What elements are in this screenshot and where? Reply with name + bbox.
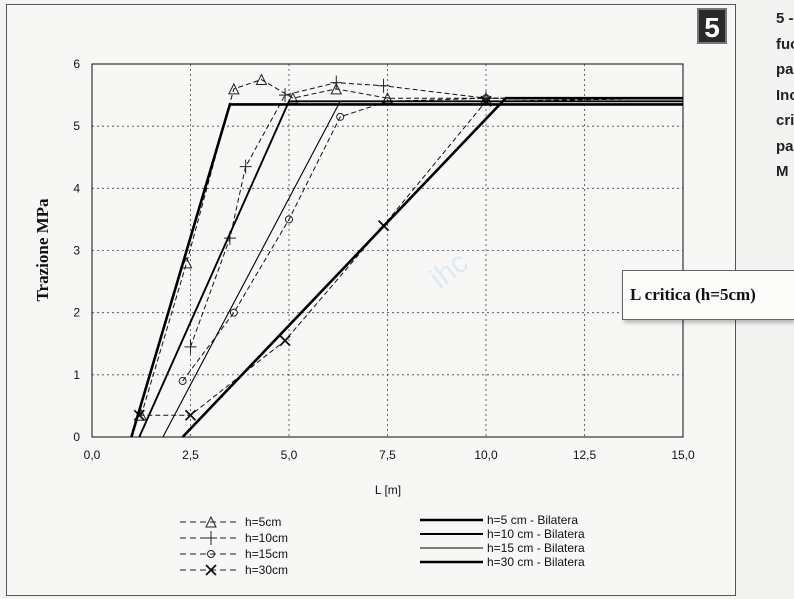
legend-item: h=5 cm - Bilatera: [420, 513, 578, 527]
series-h-30-cm-bilatera: [181, 96, 683, 438]
side-text-line: M: [776, 163, 789, 180]
x-tick-label: 2,5: [182, 448, 199, 462]
series-h-10-cm-bilatera: [138, 100, 683, 438]
circle-marker: [229, 308, 238, 317]
x-marker: [279, 335, 291, 347]
legend-label: h=10 cm - Bilatera: [487, 527, 585, 541]
series-line: [181, 96, 683, 438]
side-text-line: Inc: [776, 86, 794, 104]
plus-marker: [184, 339, 197, 354]
side-text-line: 5 -: [776, 10, 794, 27]
series-line: [162, 100, 683, 438]
circle-marker: [178, 377, 187, 386]
series-h-10cm: [184, 75, 683, 354]
legend-label: h=15 cm - Bilatera: [487, 541, 585, 555]
y-tick-label: 3: [73, 244, 80, 258]
watermark-text: ihc: [424, 246, 475, 296]
side-column-text: 5 - fuo pa Inc cri pa M: [776, 6, 794, 185]
x-tick-label: 7,5: [379, 448, 396, 462]
triangle-marker: [205, 515, 217, 528]
legend-item: h=15cm: [180, 547, 288, 561]
series-h-5-cm-bilatera: [130, 103, 683, 438]
legend-label: h=5cm: [245, 515, 281, 529]
plot-area-border: [91, 63, 684, 438]
plus-marker: [330, 75, 343, 90]
x-tick-label: 0,0: [84, 448, 101, 462]
plus-marker: [239, 159, 252, 174]
critical-length-callout: L critica (h=5cm): [622, 270, 794, 320]
legend-item: h=10cm: [180, 531, 288, 545]
triangle-marker: [228, 82, 240, 95]
series-line: [140, 78, 683, 416]
legend-item: h=5cm: [180, 515, 281, 529]
y-tick-label: 2: [73, 306, 80, 320]
y-tick-label: 5: [73, 119, 80, 133]
side-text-line: cri: [776, 112, 794, 129]
series-line: [182, 97, 683, 382]
x-marker: [184, 409, 197, 421]
x-tick-label: 10,0: [474, 448, 498, 462]
y-tick-label: 6: [73, 57, 80, 71]
plus-marker: [205, 531, 217, 545]
series-line: [130, 103, 683, 438]
plus-marker: [279, 88, 292, 103]
chart-frame: [6, 4, 736, 596]
series-h-15-cm-bilatera: [162, 100, 683, 438]
y-tick-label: 0: [73, 430, 80, 444]
legend-label: h=15cm: [245, 547, 288, 561]
figure-number-badge: 5: [697, 8, 727, 44]
side-text-line: pa: [776, 137, 794, 155]
y-tick-label: 4: [73, 181, 80, 195]
series-h-15cm: [178, 94, 683, 386]
legend-label: h=30 cm - Bilatera: [487, 555, 585, 569]
plus-marker: [377, 78, 390, 93]
x-axis-label: L [m]: [375, 483, 401, 497]
series-line: [139, 97, 684, 416]
legend-label: h=5 cm - Bilatera: [487, 513, 578, 527]
x-tick-label: 12,5: [573, 448, 597, 462]
legend-item: h=30 cm - Bilatera: [420, 555, 585, 569]
triangle-marker: [255, 73, 268, 86]
x-tick-label: 15,0: [671, 448, 695, 462]
side-text-line: pa: [776, 61, 794, 78]
legend-label: h=30cm: [245, 563, 288, 577]
y-tick-label: 1: [73, 368, 80, 382]
legend-label: h=10cm: [245, 531, 288, 545]
circle-marker: [207, 550, 215, 558]
legend-item: h=10 cm - Bilatera: [420, 527, 585, 541]
x-tick-label: 5,0: [281, 448, 298, 462]
legend-item: h=15 cm - Bilatera: [420, 541, 585, 555]
circle-marker: [285, 215, 293, 224]
legend-item: h=30cm: [180, 563, 288, 577]
y-axis-label: Trazione MPa: [33, 198, 52, 302]
side-text-line: fuo: [776, 35, 794, 53]
triangle-marker: [330, 82, 343, 95]
series-line: [190, 82, 683, 348]
circle-marker: [336, 112, 345, 121]
x-marker: [205, 564, 217, 576]
series-line: [138, 100, 683, 438]
